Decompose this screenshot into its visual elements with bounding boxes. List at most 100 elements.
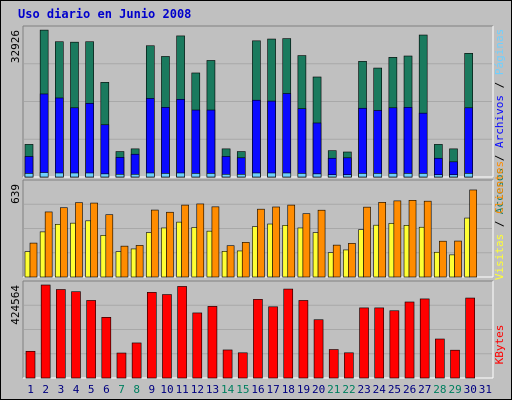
bar-kbytes — [40, 284, 51, 379]
bar-clientes — [150, 209, 159, 278]
bar-archivos — [327, 174, 337, 178]
bar-clientes — [29, 242, 38, 278]
bar-visitas — [327, 252, 334, 278]
x-tick-label: 4 — [73, 383, 80, 396]
bar-archivos — [24, 173, 34, 178]
bar-archivos — [115, 174, 125, 178]
bar-archivos — [206, 173, 216, 178]
bar-visitas — [39, 231, 46, 278]
bar-kbytes — [298, 300, 309, 379]
bar-clientes — [120, 245, 129, 278]
bar-archivos — [145, 172, 155, 178]
y-max-kbytes: 424564 — [9, 285, 22, 325]
bar-kbytes — [435, 338, 445, 379]
y-max-accesos: 32926 — [9, 30, 22, 63]
bar-clientes — [60, 207, 68, 278]
bar-clientes — [423, 200, 432, 278]
bar-kbytes — [25, 350, 36, 379]
bar-kbytes — [116, 352, 127, 379]
bar-clientes — [272, 206, 280, 278]
bar-clientes — [408, 200, 417, 278]
x-tick-label: 30 — [464, 383, 477, 396]
bar-visitas — [206, 230, 213, 278]
x-tick-label: 22 — [342, 383, 355, 396]
bar-clientes — [454, 240, 462, 278]
bar-visitas — [145, 232, 152, 278]
x-tick-label: 2 — [42, 383, 49, 396]
bar-visitas — [236, 250, 243, 278]
legend-top: Accesos / Archivos / Páginas — [493, 29, 506, 214]
bar-kbytes — [86, 300, 96, 379]
bar-visitas — [70, 222, 76, 278]
bar-paginas — [343, 157, 352, 178]
bar-visitas — [297, 227, 304, 278]
legend-bottom-part: KBytes — [493, 325, 506, 365]
x-tick-label: 18 — [282, 383, 295, 396]
bar-archivos — [130, 174, 140, 178]
bar-archivos — [100, 173, 110, 178]
bar-paginas — [70, 107, 79, 178]
bar-clientes — [302, 213, 311, 278]
x-tick-label: 10 — [160, 383, 173, 396]
bar-kbytes — [374, 307, 385, 379]
x-tick-label: 16 — [251, 383, 264, 396]
bar-visitas — [449, 254, 455, 278]
bar-paginas — [130, 153, 140, 178]
bar-visitas — [373, 224, 380, 278]
bar-paginas — [434, 157, 443, 178]
x-tick-label: 27 — [418, 383, 431, 396]
bar-clientes — [257, 208, 265, 278]
x-tick-label: 12 — [191, 383, 204, 396]
x-tick-label: 29 — [448, 383, 461, 396]
x-tick-label: 3 — [58, 383, 65, 396]
bar-archivos — [267, 172, 276, 178]
bar-clientes — [363, 206, 371, 278]
bar-paginas — [373, 110, 383, 178]
bar-visitas — [403, 225, 410, 278]
bar-paginas — [100, 124, 110, 178]
bar-archivos — [403, 173, 413, 178]
bar-kbytes — [192, 312, 203, 379]
bar-kbytes — [101, 317, 112, 379]
bar-kbytes — [131, 342, 142, 379]
bar-archivos — [449, 174, 458, 178]
bar-kbytes — [177, 286, 187, 379]
bar-archivos — [343, 174, 352, 178]
bar-paginas — [85, 103, 94, 178]
bar-clientes — [44, 211, 53, 278]
bar-visitas — [282, 225, 289, 278]
bar-clientes — [105, 214, 114, 278]
x-tick-label: 8 — [133, 383, 140, 396]
bar-visitas — [55, 224, 61, 278]
bar-visitas — [464, 217, 470, 278]
bar-visitas — [252, 226, 258, 278]
bar-archivos — [388, 173, 398, 178]
bar-visitas — [434, 251, 440, 278]
bar-archivos — [418, 173, 428, 178]
bar-kbytes — [450, 349, 460, 379]
legend-top-part: Archivos — [493, 95, 506, 155]
x-tick-label: 20 — [312, 383, 325, 396]
bar-paginas — [176, 99, 185, 178]
x-tick-label: 7 — [118, 383, 125, 396]
bar-kbytes — [404, 301, 415, 379]
bar-paginas — [403, 107, 413, 178]
bar-kbytes — [207, 306, 218, 379]
legend-top-part: Accesos — [493, 168, 506, 214]
legend-bottom: KBytes — [493, 325, 506, 365]
legend-top-part: / — [493, 82, 506, 95]
bar-clientes — [241, 242, 250, 278]
bar-archivos — [236, 174, 246, 178]
bar-archivos — [85, 172, 94, 178]
bar-visitas — [130, 248, 137, 278]
bar-visitas — [24, 251, 31, 278]
bar-visitas — [343, 249, 349, 278]
bar-kbytes — [268, 306, 278, 379]
x-tick-label: 14 — [221, 383, 235, 396]
bar-visitas — [176, 221, 182, 278]
bar-paginas — [312, 122, 322, 178]
bar-archivos — [312, 173, 322, 178]
bar-kbytes — [344, 352, 354, 379]
bar-visitas — [161, 227, 167, 278]
